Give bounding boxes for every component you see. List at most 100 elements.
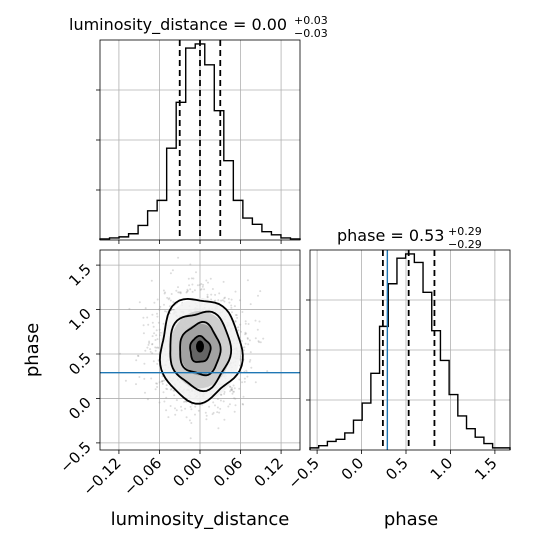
scatter-point — [228, 301, 231, 304]
scatter-point — [143, 377, 146, 380]
scatter-point — [170, 293, 173, 295]
phase-title: phase = 0.53 — [337, 226, 444, 245]
scatter-point — [197, 409, 200, 412]
scatter-point — [162, 289, 165, 292]
scatter-point — [194, 413, 196, 416]
scatter-point — [186, 290, 188, 293]
luminosity-distance-title-plus: +0.03 — [294, 14, 328, 27]
scatter-point — [227, 405, 230, 408]
scatter-point — [206, 296, 209, 299]
phase-y-tick-label: 0.5 — [65, 349, 95, 379]
scatter-point — [151, 343, 154, 346]
scatter-point — [254, 319, 257, 322]
scatter-point — [155, 329, 158, 332]
scatter-point — [246, 337, 249, 340]
scatter-point — [135, 359, 138, 362]
scatter-point — [247, 323, 250, 325]
scatter-point — [214, 293, 217, 296]
scatter-point — [238, 299, 241, 302]
luminosity-distance-x-tick-label: −0.06 — [120, 454, 165, 499]
scatter-point — [165, 310, 168, 313]
scatter-point — [168, 305, 171, 308]
scatter-point — [188, 284, 191, 287]
scatter-point — [256, 328, 259, 331]
scatter-point — [257, 294, 259, 297]
scatter-point — [228, 403, 231, 406]
scatter-point — [158, 328, 161, 331]
scatter-point — [146, 398, 149, 401]
scatter-point — [233, 305, 236, 308]
scatter-point — [242, 395, 245, 398]
scatter-point — [166, 296, 169, 299]
scatter-point — [242, 403, 245, 406]
scatter-point — [191, 403, 194, 406]
scatter-point — [150, 279, 153, 282]
scatter-point — [172, 389, 175, 392]
scatter-point — [177, 291, 180, 294]
scatter-point — [258, 341, 261, 344]
scatter-point — [184, 400, 187, 403]
luminosity-distance-x-tick-label: −0.12 — [80, 454, 125, 499]
scatter-point — [235, 314, 238, 317]
scatter-point — [149, 348, 152, 351]
scatter-point — [230, 386, 233, 389]
scatter-point — [154, 339, 157, 341]
scatter-point — [230, 306, 233, 309]
scatter-point — [177, 286, 179, 289]
scatter-point — [153, 301, 156, 304]
scatter-point — [128, 307, 131, 310]
scatter-point — [233, 387, 236, 390]
scatter-point — [210, 293, 213, 296]
scatter-point — [165, 384, 168, 387]
scatter-point — [266, 370, 269, 373]
scatter-point — [158, 381, 161, 384]
scatter-point — [232, 390, 235, 393]
scatter-point — [124, 379, 127, 382]
scatter-point — [227, 297, 230, 300]
scatter-point — [119, 352, 121, 355]
scatter-point — [234, 314, 237, 316]
scatter-point — [247, 343, 250, 346]
scatter-point — [185, 416, 188, 419]
scatter-point — [183, 400, 186, 403]
scatter-point — [158, 308, 161, 311]
scatter-point — [161, 380, 164, 383]
scatter-point — [163, 303, 165, 306]
scatter-point — [175, 289, 178, 292]
scatter-point — [135, 383, 137, 386]
scatter-point — [161, 380, 164, 382]
scatter-point — [211, 288, 214, 290]
scatter-point — [221, 299, 224, 302]
scatter-point — [164, 291, 167, 294]
scatter-point — [137, 355, 140, 357]
scatter-point — [151, 335, 154, 338]
scatter-point — [231, 389, 233, 392]
scatter-point — [155, 346, 158, 349]
phase-x-tick-label: −0.5 — [284, 454, 322, 492]
scatter-point — [151, 343, 154, 345]
scatter-point — [254, 337, 257, 340]
y-axis-label-phase: phase — [22, 323, 43, 377]
scatter-point — [175, 399, 178, 402]
scatter-point — [169, 405, 172, 407]
scatter-point — [219, 407, 222, 410]
scatter-point — [155, 382, 158, 385]
scatter-point — [142, 324, 145, 327]
scatter-point — [156, 386, 159, 388]
scatter-point — [159, 331, 162, 334]
contour-level-3 — [189, 335, 212, 363]
scatter-point — [217, 299, 220, 302]
scatter-point — [188, 419, 191, 422]
phase-title-minus: −0.29 — [448, 238, 482, 251]
scatter-point — [254, 381, 257, 384]
scatter-point — [229, 385, 232, 388]
scatter-point — [234, 320, 237, 322]
scatter-point — [164, 310, 167, 313]
phase-histogram-panel: −0.5 0.0 0.5 1.0 1.5 — [284, 249, 511, 493]
scatter-point — [177, 256, 180, 259]
scatter-point — [245, 369, 248, 372]
phase-y-tick-label: −0.5 — [56, 438, 94, 476]
scatter-point — [220, 299, 223, 302]
scatter-point — [244, 331, 247, 334]
scatter-point — [231, 392, 234, 395]
